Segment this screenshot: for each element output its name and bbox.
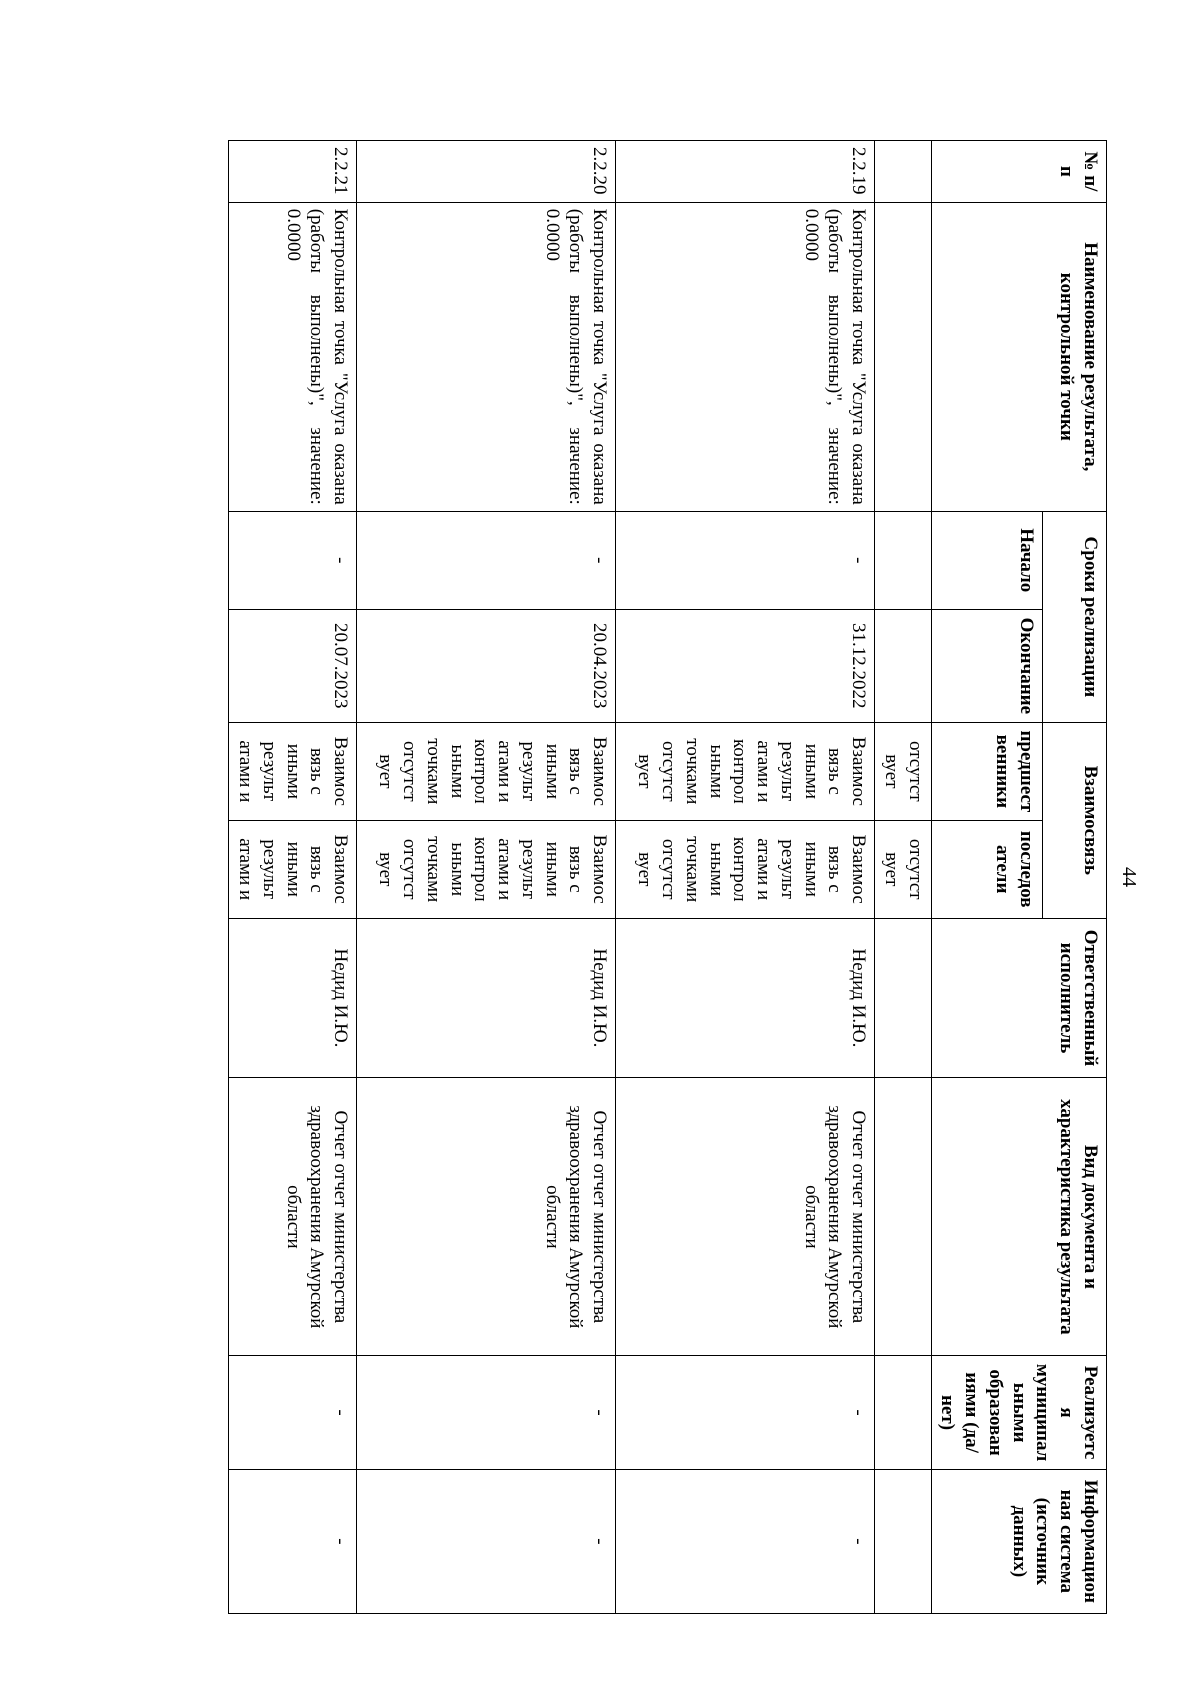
- cell-info: -: [229, 1469, 357, 1613]
- cell-pred: Взаимос вязь с иными результ атами и кон…: [357, 722, 616, 820]
- th-info: Информацион ная система (источник данных…: [931, 1469, 1106, 1613]
- cell-start: -: [357, 511, 616, 609]
- cell-doc: [875, 1078, 932, 1356]
- th-end: Окончание: [931, 609, 1042, 722]
- cell-mun: -: [357, 1356, 616, 1469]
- cell-info: -: [357, 1469, 616, 1613]
- cell-num: 2.2.20: [357, 141, 616, 203]
- cell-pred: Взаимос вязь с иными результ атами и: [229, 722, 357, 820]
- cell-succ: Взаимос вязь с иными результ атами и кон…: [616, 820, 875, 918]
- cell-resp: Недид И.Ю.: [616, 918, 875, 1078]
- cell-succ: отсутст вует: [875, 820, 932, 918]
- th-doc: Вид документа и характеристика результат…: [931, 1078, 1106, 1356]
- table-row: 2.2.20 Контрольная точка "Услуга оказана…: [357, 141, 616, 1614]
- cell-pred: Взаимос вязь с иными результ атами и кон…: [616, 722, 875, 820]
- cell-name: Контрольная точка "Услуга оказана (работ…: [357, 202, 616, 511]
- cell-info: [875, 1469, 932, 1613]
- th-mun: Реализуетс я муниципал ьными образован и…: [931, 1356, 1106, 1469]
- cell-resp: Недид И.Ю.: [229, 918, 357, 1078]
- cell-num: 2.2.19: [616, 141, 875, 203]
- cell-start: -: [229, 511, 357, 609]
- cell-num: 2.2.21: [229, 141, 357, 203]
- cell-end: [875, 609, 932, 722]
- cell-resp: [875, 918, 932, 1078]
- table-row: 2.2.21 Контрольная точка "Услуга оказана…: [229, 141, 357, 1614]
- cell-start: -: [616, 511, 875, 609]
- cell-mun: -: [616, 1356, 875, 1469]
- cell-num: [875, 141, 932, 203]
- page-number: 44: [1117, 140, 1140, 1614]
- cell-doc: Отчет отчет министерства здравоохранения…: [616, 1078, 875, 1356]
- table-row: 2.2.19 Контрольная точка "Услуга оказана…: [616, 141, 875, 1614]
- cell-info: -: [616, 1469, 875, 1613]
- th-start: Начало: [931, 511, 1042, 609]
- page-sheet: 44 № п/п Наименование результата, контро…: [0, 0, 1200, 1704]
- table-body: отсутст вует отсутст вует 2.2.19 Контрол…: [229, 141, 931, 1614]
- results-table: № п/п Наименование результата, контрольн…: [229, 140, 1108, 1614]
- cell-end: 20.04.2023: [357, 609, 616, 722]
- table-row: отсутст вует отсутст вует: [875, 141, 932, 1614]
- cell-doc: Отчет отчет министерства здравоохранения…: [229, 1078, 357, 1356]
- cell-start: [875, 511, 932, 609]
- th-pred: предшест венники: [931, 722, 1042, 820]
- cell-doc: Отчет отчет министерства здравоохранения…: [357, 1078, 616, 1356]
- cell-succ: Взаимос вязь с иными результ атами и кон…: [357, 820, 616, 918]
- cell-pred: отсутст вует: [875, 722, 932, 820]
- cell-name: Контрольная точка "Услуга оказана (работ…: [229, 202, 357, 511]
- cell-name: Контрольная точка "Услуга оказана (работ…: [616, 202, 875, 511]
- table-header: № п/п Наименование результата, контрольн…: [931, 141, 1106, 1614]
- cell-succ: Взаимос вязь с иными результ атами и: [229, 820, 357, 918]
- th-succ: последов атели: [931, 820, 1042, 918]
- cell-mun: -: [229, 1356, 357, 1469]
- th-num: № п/п: [931, 141, 1106, 203]
- cell-name: [875, 202, 932, 511]
- cell-end: 20.07.2023: [229, 609, 357, 722]
- cell-mun: [875, 1356, 932, 1469]
- th-resp: Ответственный исполнитель: [931, 918, 1106, 1078]
- cell-resp: Недид И.Ю.: [357, 918, 616, 1078]
- cell-end: 31.12.2022: [616, 609, 875, 722]
- th-period: Сроки реализации: [1042, 511, 1106, 722]
- th-name: Наименование результата, контрольной точ…: [931, 202, 1106, 511]
- th-link: Взаимосвязь: [1042, 722, 1106, 918]
